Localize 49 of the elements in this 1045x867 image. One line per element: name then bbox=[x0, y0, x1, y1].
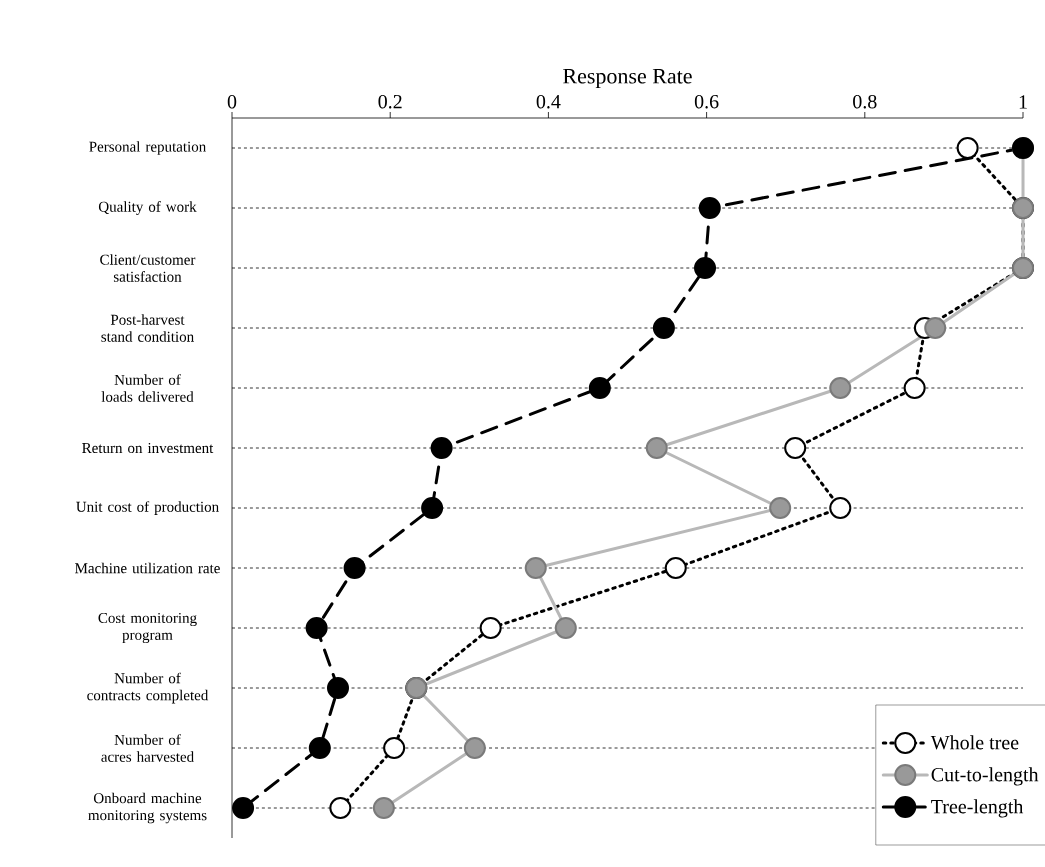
point bbox=[769, 497, 792, 519]
point bbox=[327, 677, 349, 700]
point bbox=[463, 737, 486, 760]
point bbox=[479, 617, 502, 640]
point bbox=[383, 737, 406, 760]
point bbox=[784, 437, 807, 459]
y-tick-label: Personal reputation bbox=[89, 141, 206, 155]
y-tick-label: Number of contracts completed bbox=[87, 672, 209, 704]
point bbox=[924, 317, 947, 339]
y-tick-label: Number of loads delivered bbox=[101, 374, 194, 402]
x-axis-title: Response Rate bbox=[563, 68, 692, 89]
x-tick-label: 0.4 bbox=[536, 94, 561, 109]
y-tick-label: Unit cost of production bbox=[76, 501, 219, 515]
y-tick-label: Return on investment bbox=[82, 442, 214, 454]
point bbox=[343, 557, 366, 580]
x-tick-label: 0.2 bbox=[378, 94, 402, 109]
point bbox=[903, 377, 926, 399]
x-tick-label: 0 bbox=[227, 94, 237, 109]
point bbox=[421, 497, 444, 519]
point bbox=[829, 497, 852, 519]
point bbox=[645, 437, 668, 459]
y-tick-label: Onboard machine monitoring systems bbox=[88, 792, 207, 824]
point bbox=[698, 197, 721, 219]
point bbox=[664, 557, 687, 580]
y-tick-label: Cost monitoring program bbox=[98, 612, 197, 644]
legend-label: Whole tree bbox=[930, 735, 1019, 750]
point bbox=[430, 437, 453, 459]
point bbox=[524, 557, 547, 580]
point bbox=[588, 377, 611, 399]
point bbox=[329, 797, 352, 820]
point bbox=[308, 737, 331, 760]
y-tick-label: Number of acres harvested bbox=[101, 734, 194, 762]
point bbox=[232, 797, 255, 820]
point bbox=[956, 137, 979, 159]
x-tick-label: 0.8 bbox=[853, 94, 877, 109]
x-tick-label: 1 bbox=[1019, 95, 1027, 109]
point bbox=[305, 617, 328, 640]
point bbox=[372, 797, 395, 820]
point bbox=[652, 317, 675, 339]
legend-label: Tree-length bbox=[931, 799, 1024, 818]
point bbox=[829, 377, 852, 399]
y-tick-label: Machine utilization rate bbox=[75, 562, 220, 574]
legend-label: Cut-to-length bbox=[931, 767, 1039, 786]
y-tick-label: Post-harvest stand condition bbox=[101, 314, 194, 342]
y-tick-label: Client/customer satisfaction bbox=[100, 254, 196, 282]
y-tick-label: Quality of work bbox=[98, 201, 197, 215]
point bbox=[554, 617, 577, 640]
x-tick-label: 0.6 bbox=[694, 94, 719, 109]
point bbox=[694, 257, 717, 279]
